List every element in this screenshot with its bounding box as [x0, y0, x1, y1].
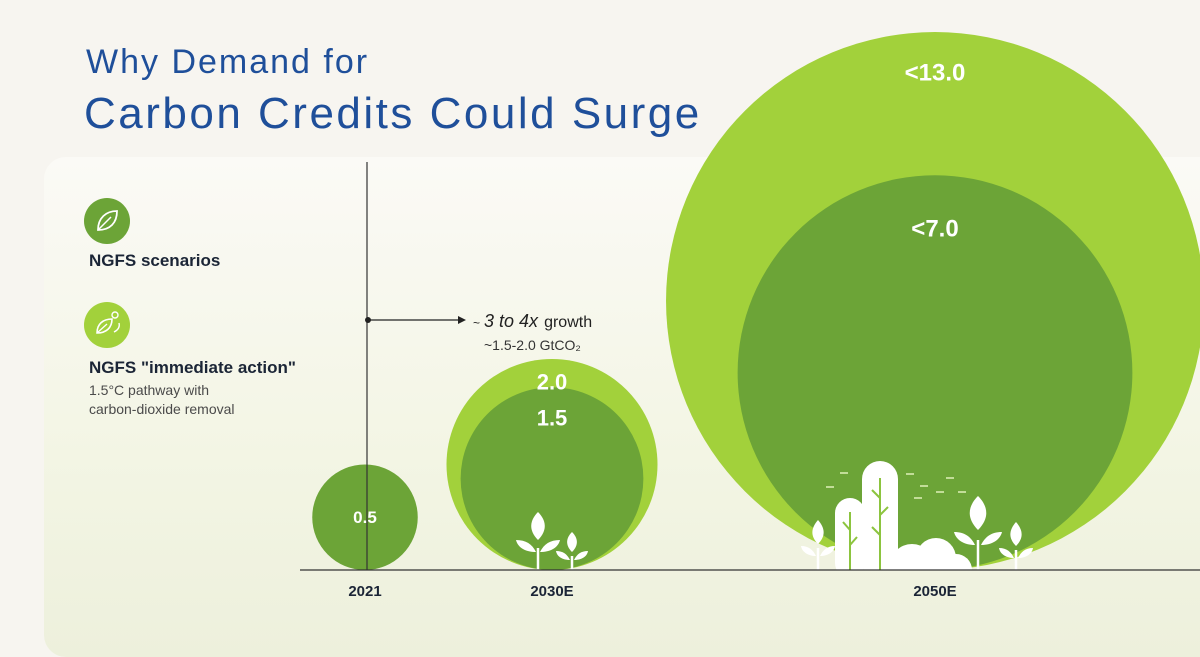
- value-label-2030E-immediate-action: 2.0: [537, 369, 568, 394]
- title-line-2: Carbon Credits Could Surge: [84, 89, 702, 138]
- value-label-2050E-ngfs: <7.0: [911, 215, 958, 242]
- title-line-1: Why Demand for: [86, 43, 370, 81]
- legend-swatch-ngfs: [84, 198, 130, 244]
- arrow-head: [458, 316, 466, 324]
- plant-icon: [516, 512, 560, 570]
- legend-label-immediate-action: NGFS "immediate action": [89, 358, 296, 377]
- bubble-chart: 0.5 1.5 <7.0 2.0 <13.0 ~3 to 4x growth ~1.5-2…: [300, 32, 1200, 600]
- bubble-2050E-ngfs: [737, 175, 1133, 570]
- legend-sub-1: 1.5°C pathway with: [89, 382, 209, 398]
- legend-swatch-immediate-action: [84, 302, 130, 348]
- x-tick-2021: 2021: [348, 583, 381, 600]
- value-label-2050E-immediate-action: <13.0: [905, 60, 966, 87]
- forest-illustration: [801, 461, 1033, 570]
- growth-annotation: ~3 to 4x growth: [473, 311, 592, 331]
- x-tick-2030E: 2030E: [530, 583, 573, 600]
- x-tick-2050E: 2050E: [913, 583, 956, 600]
- bubble-2030E-ngfs: [460, 387, 644, 570]
- value-label-2030E-ngfs: 1.5: [537, 405, 568, 430]
- value-label-2021-ngfs: 0.5: [353, 508, 377, 527]
- leaf-icon: [97, 210, 118, 231]
- growth-detail: ~1.5-2.0 GtCO₂: [484, 337, 581, 353]
- bubble-2021-ngfs: [312, 464, 418, 570]
- legend-label-ngfs: NGFS scenarios: [89, 251, 221, 270]
- eco-leaf-icon: [96, 311, 120, 334]
- legend-sub-2: carbon-dioxide removal: [89, 401, 235, 417]
- plant-icon: [556, 532, 588, 570]
